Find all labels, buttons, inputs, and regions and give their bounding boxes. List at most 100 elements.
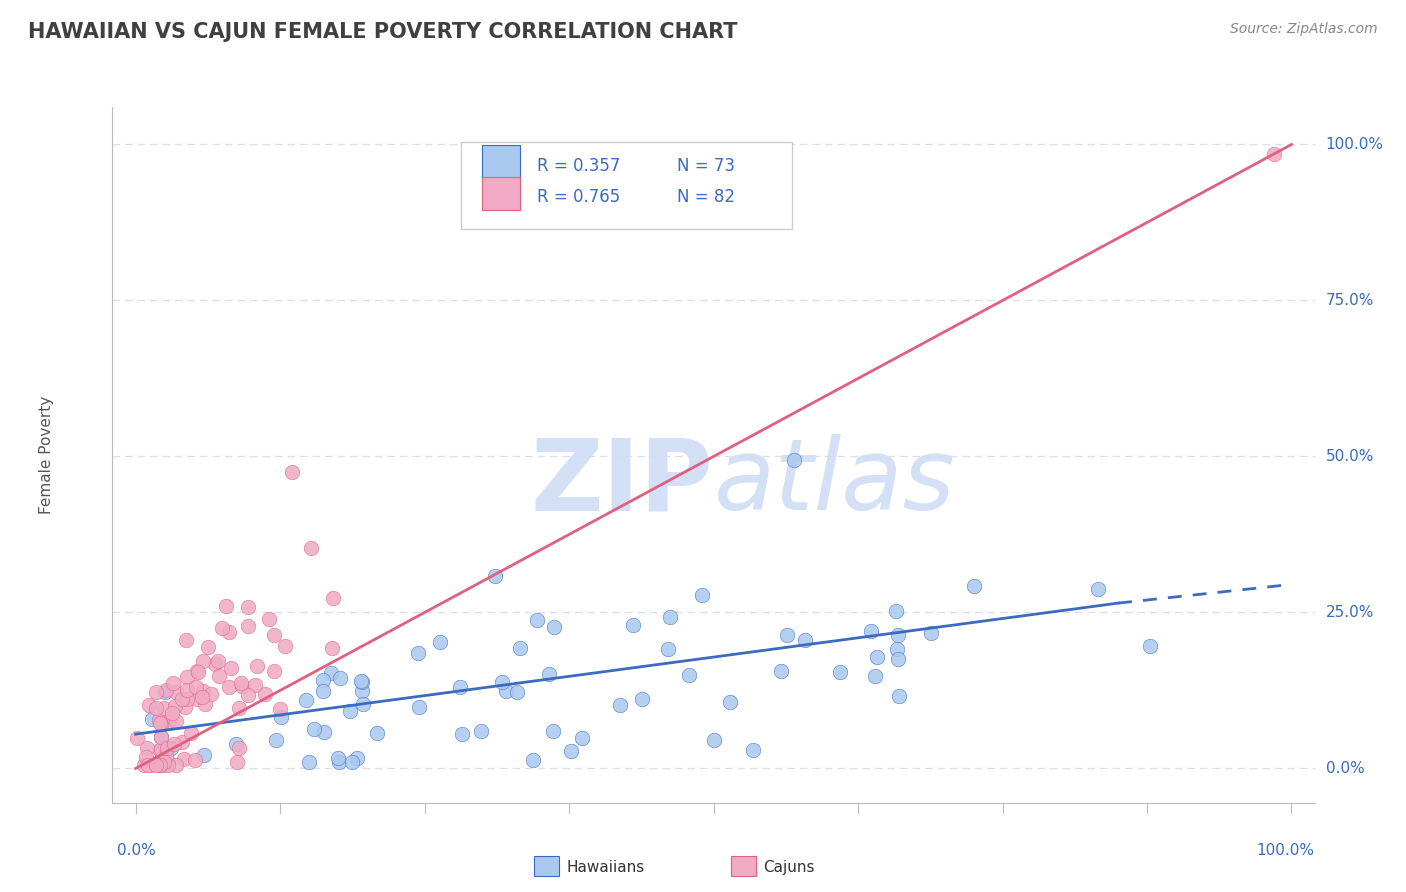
Point xyxy=(149,715,172,730)
Point xyxy=(207,654,229,668)
Point xyxy=(346,751,368,765)
Point xyxy=(208,669,231,683)
Point xyxy=(176,683,198,698)
Point xyxy=(226,755,249,769)
Point xyxy=(406,646,429,660)
Point xyxy=(165,714,187,728)
Point xyxy=(127,731,149,745)
Point xyxy=(769,664,792,678)
Point xyxy=(218,680,240,694)
Text: N = 82: N = 82 xyxy=(678,188,735,206)
Point xyxy=(263,664,285,678)
Point xyxy=(776,628,799,642)
Point xyxy=(328,750,350,764)
Point xyxy=(236,600,259,615)
Point xyxy=(526,613,548,627)
Text: ZIP: ZIP xyxy=(530,434,713,532)
Point xyxy=(193,747,215,762)
Point xyxy=(449,680,471,694)
Point xyxy=(270,709,292,723)
Point xyxy=(264,733,287,747)
Point xyxy=(571,731,593,745)
Point xyxy=(150,730,173,744)
Point xyxy=(352,675,374,690)
Point xyxy=(155,748,177,763)
Point xyxy=(165,758,187,772)
Point xyxy=(659,609,682,624)
Point xyxy=(215,599,238,614)
Point xyxy=(451,727,474,741)
Point xyxy=(186,664,208,678)
Point xyxy=(173,752,195,766)
Point xyxy=(859,624,882,639)
Point xyxy=(157,758,180,772)
Point xyxy=(1263,146,1285,161)
Point xyxy=(149,716,172,731)
Point xyxy=(963,579,986,593)
Point xyxy=(246,659,269,673)
Point xyxy=(173,700,195,714)
Point xyxy=(541,723,564,738)
Point xyxy=(1087,582,1109,597)
Point xyxy=(630,692,652,706)
Point xyxy=(352,697,374,711)
Point xyxy=(920,625,942,640)
Point xyxy=(152,758,174,772)
Text: 50.0%: 50.0% xyxy=(1326,449,1374,464)
Point xyxy=(506,685,529,699)
Bar xyxy=(481,145,520,178)
Point xyxy=(186,692,208,706)
Point xyxy=(157,714,180,728)
Point xyxy=(153,755,176,769)
Point xyxy=(887,628,910,642)
Point xyxy=(156,756,179,770)
Point xyxy=(155,741,177,756)
Point xyxy=(328,756,350,770)
Point xyxy=(190,690,212,704)
Point xyxy=(470,723,492,738)
Point xyxy=(170,691,193,706)
Point xyxy=(509,640,531,655)
Text: 0.0%: 0.0% xyxy=(1326,761,1364,776)
Point xyxy=(657,642,679,657)
Point xyxy=(312,683,335,698)
Point xyxy=(200,688,222,702)
Point xyxy=(145,758,167,772)
Point xyxy=(863,669,886,683)
Point xyxy=(149,758,172,772)
Point xyxy=(609,698,631,713)
Point xyxy=(350,673,373,688)
Text: R = 0.765: R = 0.765 xyxy=(537,188,620,206)
Point xyxy=(495,683,517,698)
Point xyxy=(228,741,250,756)
Point xyxy=(172,735,194,749)
Point xyxy=(219,661,242,675)
Point xyxy=(793,632,815,647)
Point xyxy=(319,666,342,681)
Point xyxy=(350,684,373,698)
Point xyxy=(228,701,250,715)
Text: Hawaiians: Hawaiians xyxy=(567,860,644,874)
Point xyxy=(522,753,544,767)
Point xyxy=(884,604,907,618)
Point xyxy=(211,621,233,635)
Point xyxy=(302,722,325,736)
Point xyxy=(678,668,700,682)
Point xyxy=(830,665,852,680)
Point xyxy=(149,758,172,772)
Point xyxy=(165,685,187,699)
Text: atlas: atlas xyxy=(713,434,955,532)
Point xyxy=(204,657,226,671)
Point xyxy=(886,642,908,657)
Point xyxy=(138,758,160,772)
Point xyxy=(274,639,297,653)
Point xyxy=(245,678,267,692)
Point xyxy=(408,700,430,714)
Point xyxy=(484,569,506,583)
Point xyxy=(321,640,343,655)
Point xyxy=(132,758,155,772)
Point xyxy=(312,724,335,739)
Point xyxy=(176,670,198,684)
Point xyxy=(742,743,765,757)
Point xyxy=(263,627,285,641)
